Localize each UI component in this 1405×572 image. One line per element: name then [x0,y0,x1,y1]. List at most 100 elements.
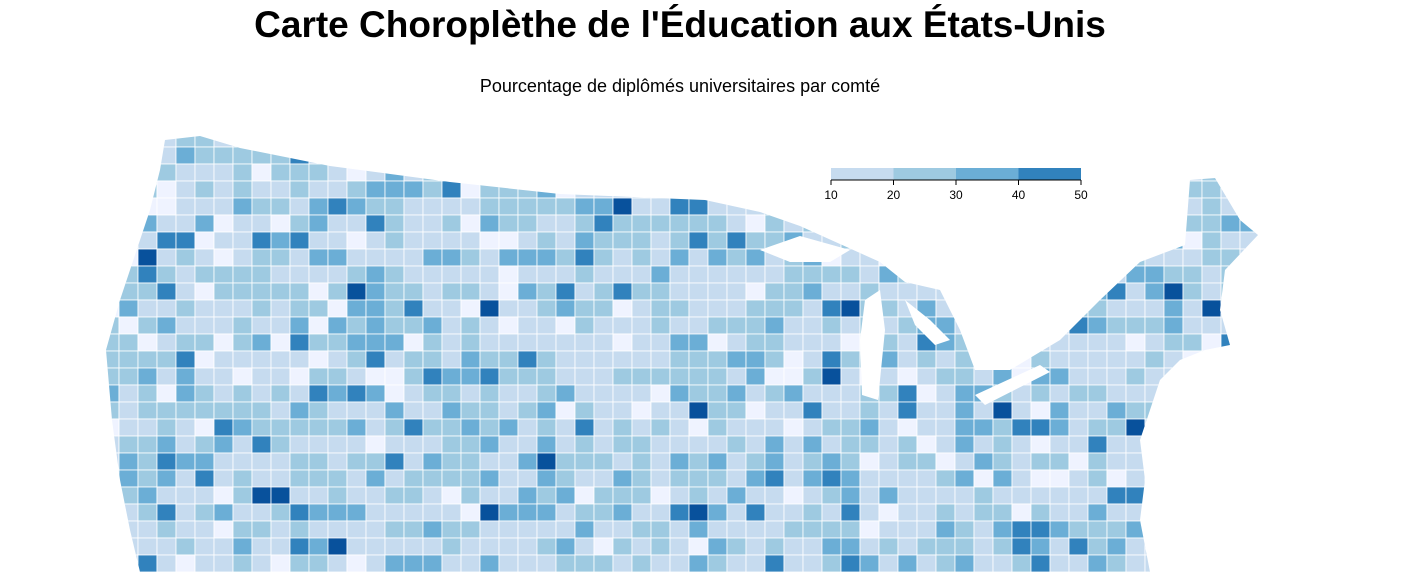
county [365,333,386,352]
county [346,469,367,488]
county [1144,537,1165,556]
county [137,503,158,522]
county [403,316,424,335]
county [973,401,994,420]
county [137,418,158,437]
county [954,299,975,318]
county [1239,136,1258,148]
county [1049,503,1070,522]
county [460,435,481,454]
county [1049,435,1070,454]
county [327,435,348,454]
county [840,333,861,352]
county [745,316,766,335]
county [106,384,120,403]
county [308,418,329,437]
county [403,435,424,454]
county [346,350,367,369]
county [175,367,196,386]
county [631,401,652,420]
county [1182,299,1203,318]
county [441,197,462,216]
county [194,282,215,301]
county [650,554,671,572]
county [783,316,804,335]
county [118,316,139,335]
county [631,299,652,318]
county [403,180,424,199]
county [498,248,519,267]
county [479,537,500,556]
county [1087,316,1108,335]
county [669,418,690,437]
county [441,367,462,386]
county [1144,452,1165,471]
county [897,231,918,250]
county [612,418,633,437]
county [1144,333,1165,352]
county [821,452,842,471]
county [1087,401,1108,420]
county [441,214,462,233]
county [384,452,405,471]
county [536,503,557,522]
county [137,163,158,182]
county [479,299,500,318]
county [954,503,975,522]
county [289,136,310,148]
county [1125,384,1146,403]
county [1011,435,1032,454]
county [1068,520,1089,539]
county [422,333,443,352]
county [707,486,728,505]
county [783,384,804,403]
county [707,163,728,182]
county [498,350,519,369]
county [745,214,766,233]
county [1220,248,1241,267]
county [1030,136,1051,148]
county [650,265,671,284]
county [118,350,139,369]
county [1220,316,1241,335]
county [1087,486,1108,505]
county [1201,316,1222,335]
county [460,316,481,335]
county [745,537,766,556]
county [232,401,253,420]
county [1163,537,1184,556]
county [270,469,291,488]
county [118,520,139,539]
county [156,316,177,335]
county [612,316,633,335]
county [106,180,120,199]
county [327,418,348,437]
county [897,384,918,403]
county [194,367,215,386]
county [1049,554,1070,572]
county [973,503,994,522]
county [707,282,728,301]
county [650,146,671,165]
county [384,537,405,556]
county [1144,350,1165,369]
county [650,401,671,420]
county [365,486,386,505]
county [1125,146,1146,165]
county [935,452,956,471]
county [916,136,937,148]
county [517,316,538,335]
county [1259,419,1278,436]
county [650,503,671,522]
county [251,180,272,199]
county [441,401,462,420]
county [137,384,158,403]
county [992,350,1013,369]
county [106,248,120,267]
county [726,520,747,539]
county [954,282,975,301]
county [1163,418,1184,437]
county [308,197,329,216]
county [1125,265,1146,284]
county [631,316,652,335]
